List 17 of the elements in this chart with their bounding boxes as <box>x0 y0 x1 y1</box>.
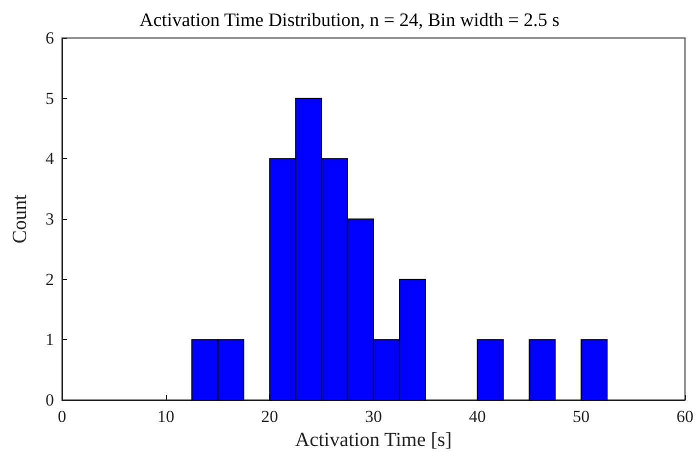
x-axis-title: Activation Time [s] <box>295 429 452 451</box>
x-tick-label: 60 <box>676 407 694 426</box>
y-tick-label: 2 <box>46 270 54 289</box>
y-tick-label: 6 <box>46 28 54 48</box>
x-tick-label: 10 <box>157 407 174 426</box>
x-tick-label: 30 <box>365 407 382 426</box>
chart-title: Activation Time Distribution, n = 24, Bin width = 2.5 s <box>140 10 560 31</box>
y-tick-label: 3 <box>46 210 54 228</box>
y-tick-label: 0 <box>46 390 54 410</box>
y-tick-label: 5 <box>46 88 54 108</box>
x-tick-label: 20 <box>261 407 278 426</box>
x-tick-label: 40 <box>468 407 486 426</box>
x-tick-label: 50 <box>572 407 590 426</box>
x-tick-label: 0 <box>58 407 66 426</box>
y-tick-label: 1 <box>46 330 54 350</box>
y-tick-label: 4 <box>46 149 54 168</box>
y-axis-title: Count <box>9 194 31 244</box>
